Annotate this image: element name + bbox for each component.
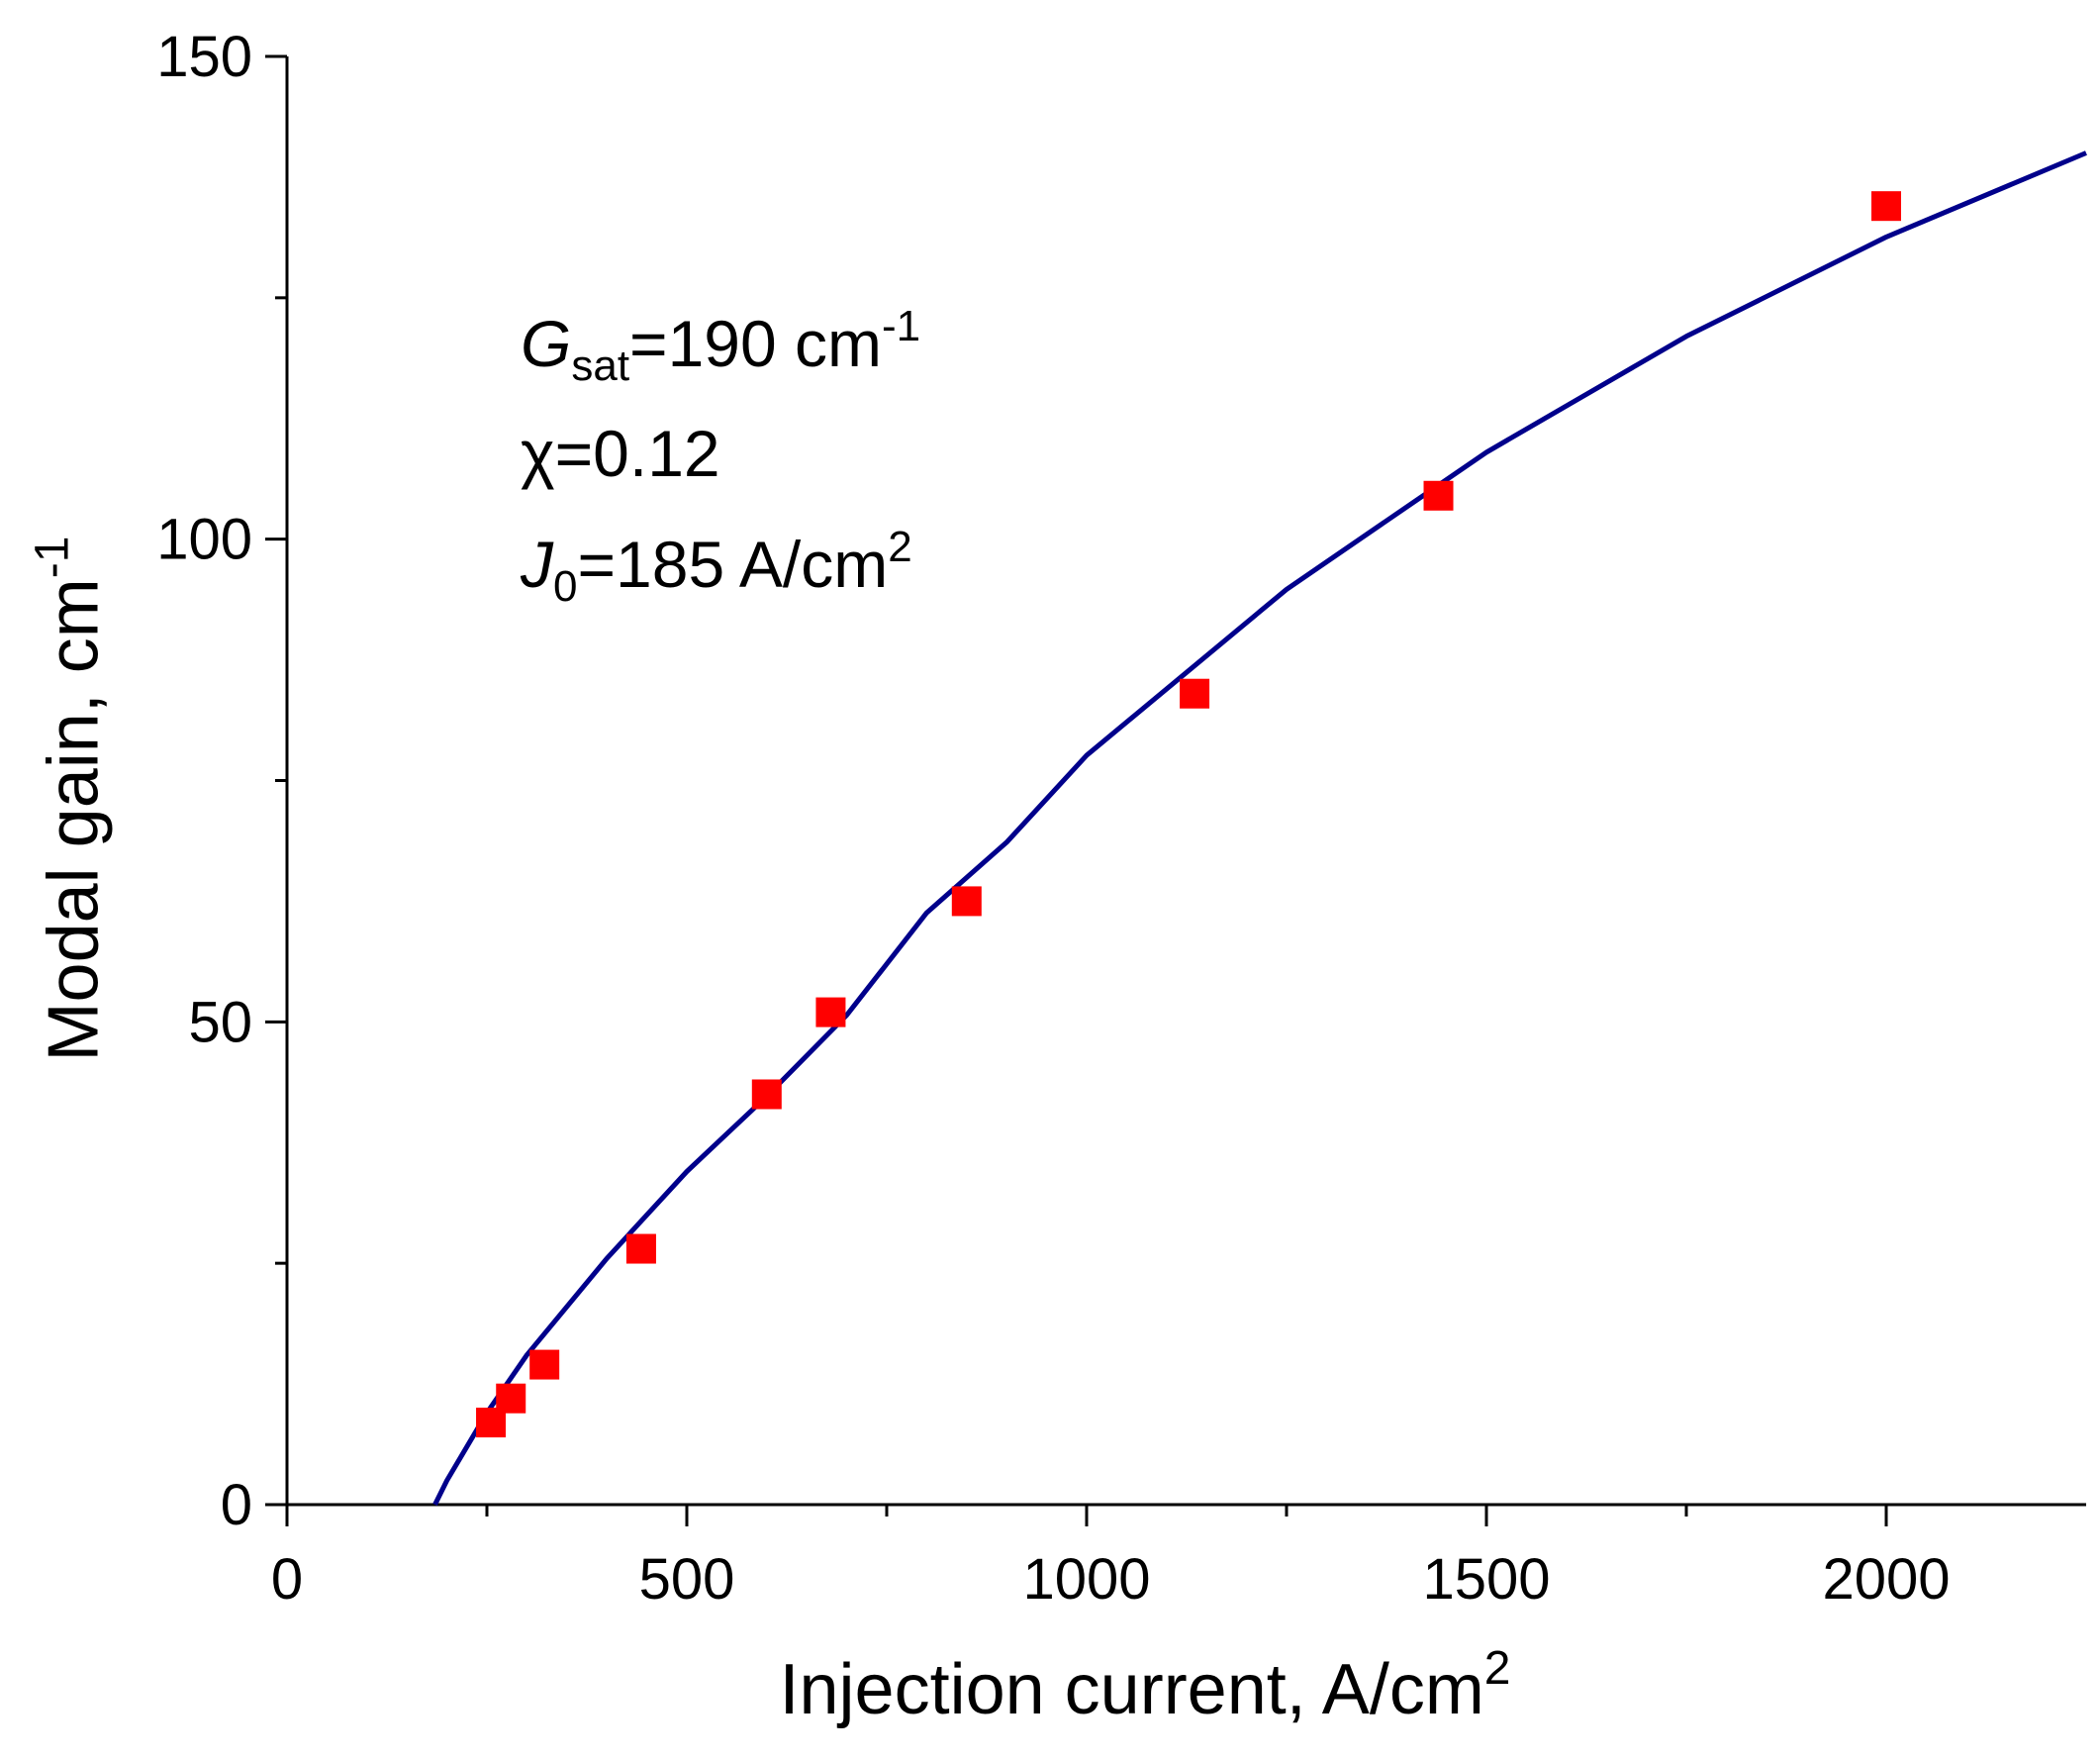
annotation-j0: J0=185 A/cm2 bbox=[521, 526, 912, 609]
j0-sub: 0 bbox=[553, 562, 578, 611]
gsat-sub: sat bbox=[571, 342, 630, 390]
y-axis-label-sup: -1 bbox=[26, 536, 79, 579]
y-tick-label: 0 bbox=[221, 1473, 252, 1537]
x-axis-label-text: Injection current, A/cm bbox=[779, 1650, 1484, 1729]
x-tick-label: 1000 bbox=[1022, 1547, 1150, 1612]
y-axis-label: Modal gain, cm-1 bbox=[26, 536, 114, 1062]
j0-value: =185 A/cm bbox=[577, 528, 889, 601]
x-tick-label: 0 bbox=[271, 1547, 303, 1612]
data-point bbox=[1180, 678, 1210, 709]
x-axis-label-sup: 2 bbox=[1483, 1642, 1511, 1695]
data-point bbox=[751, 1079, 782, 1110]
y-axis-label-text: Modal gain, cm bbox=[34, 578, 114, 1062]
data-point bbox=[1871, 191, 1901, 222]
ticks bbox=[265, 54, 1888, 1526]
y-tick-label: 150 bbox=[156, 25, 252, 89]
j0-var: J bbox=[521, 528, 553, 601]
tick-labels: 0 500 1000 1500 2000 0 50 100 150 bbox=[156, 25, 1950, 1612]
gsat-sup: -1 bbox=[882, 302, 921, 350]
annotation-chi: χ=0.12 bbox=[521, 421, 720, 486]
data-point bbox=[1423, 480, 1454, 511]
x-axis-label: Injection current, A/cm2 bbox=[779, 1642, 1511, 1726]
x-tick-label: 2000 bbox=[1822, 1547, 1950, 1612]
y-tick-label: 50 bbox=[188, 990, 252, 1054]
j0-sup: 2 bbox=[888, 523, 912, 571]
annotation-gsat: Gsat=190 cm-1 bbox=[521, 305, 920, 388]
x-tick-label: 500 bbox=[639, 1547, 735, 1612]
data-points bbox=[476, 191, 1901, 1438]
data-point bbox=[815, 997, 846, 1027]
gsat-var: G bbox=[521, 307, 572, 380]
data-point bbox=[529, 1349, 560, 1380]
y-tick-label: 100 bbox=[156, 508, 252, 572]
chi-value: χ=0.12 bbox=[521, 417, 720, 490]
data-point bbox=[625, 1233, 656, 1264]
data-point bbox=[951, 886, 982, 917]
x-tick-label: 1500 bbox=[1422, 1547, 1550, 1612]
gsat-value: =190 cm bbox=[629, 307, 883, 380]
data-point bbox=[496, 1383, 526, 1414]
